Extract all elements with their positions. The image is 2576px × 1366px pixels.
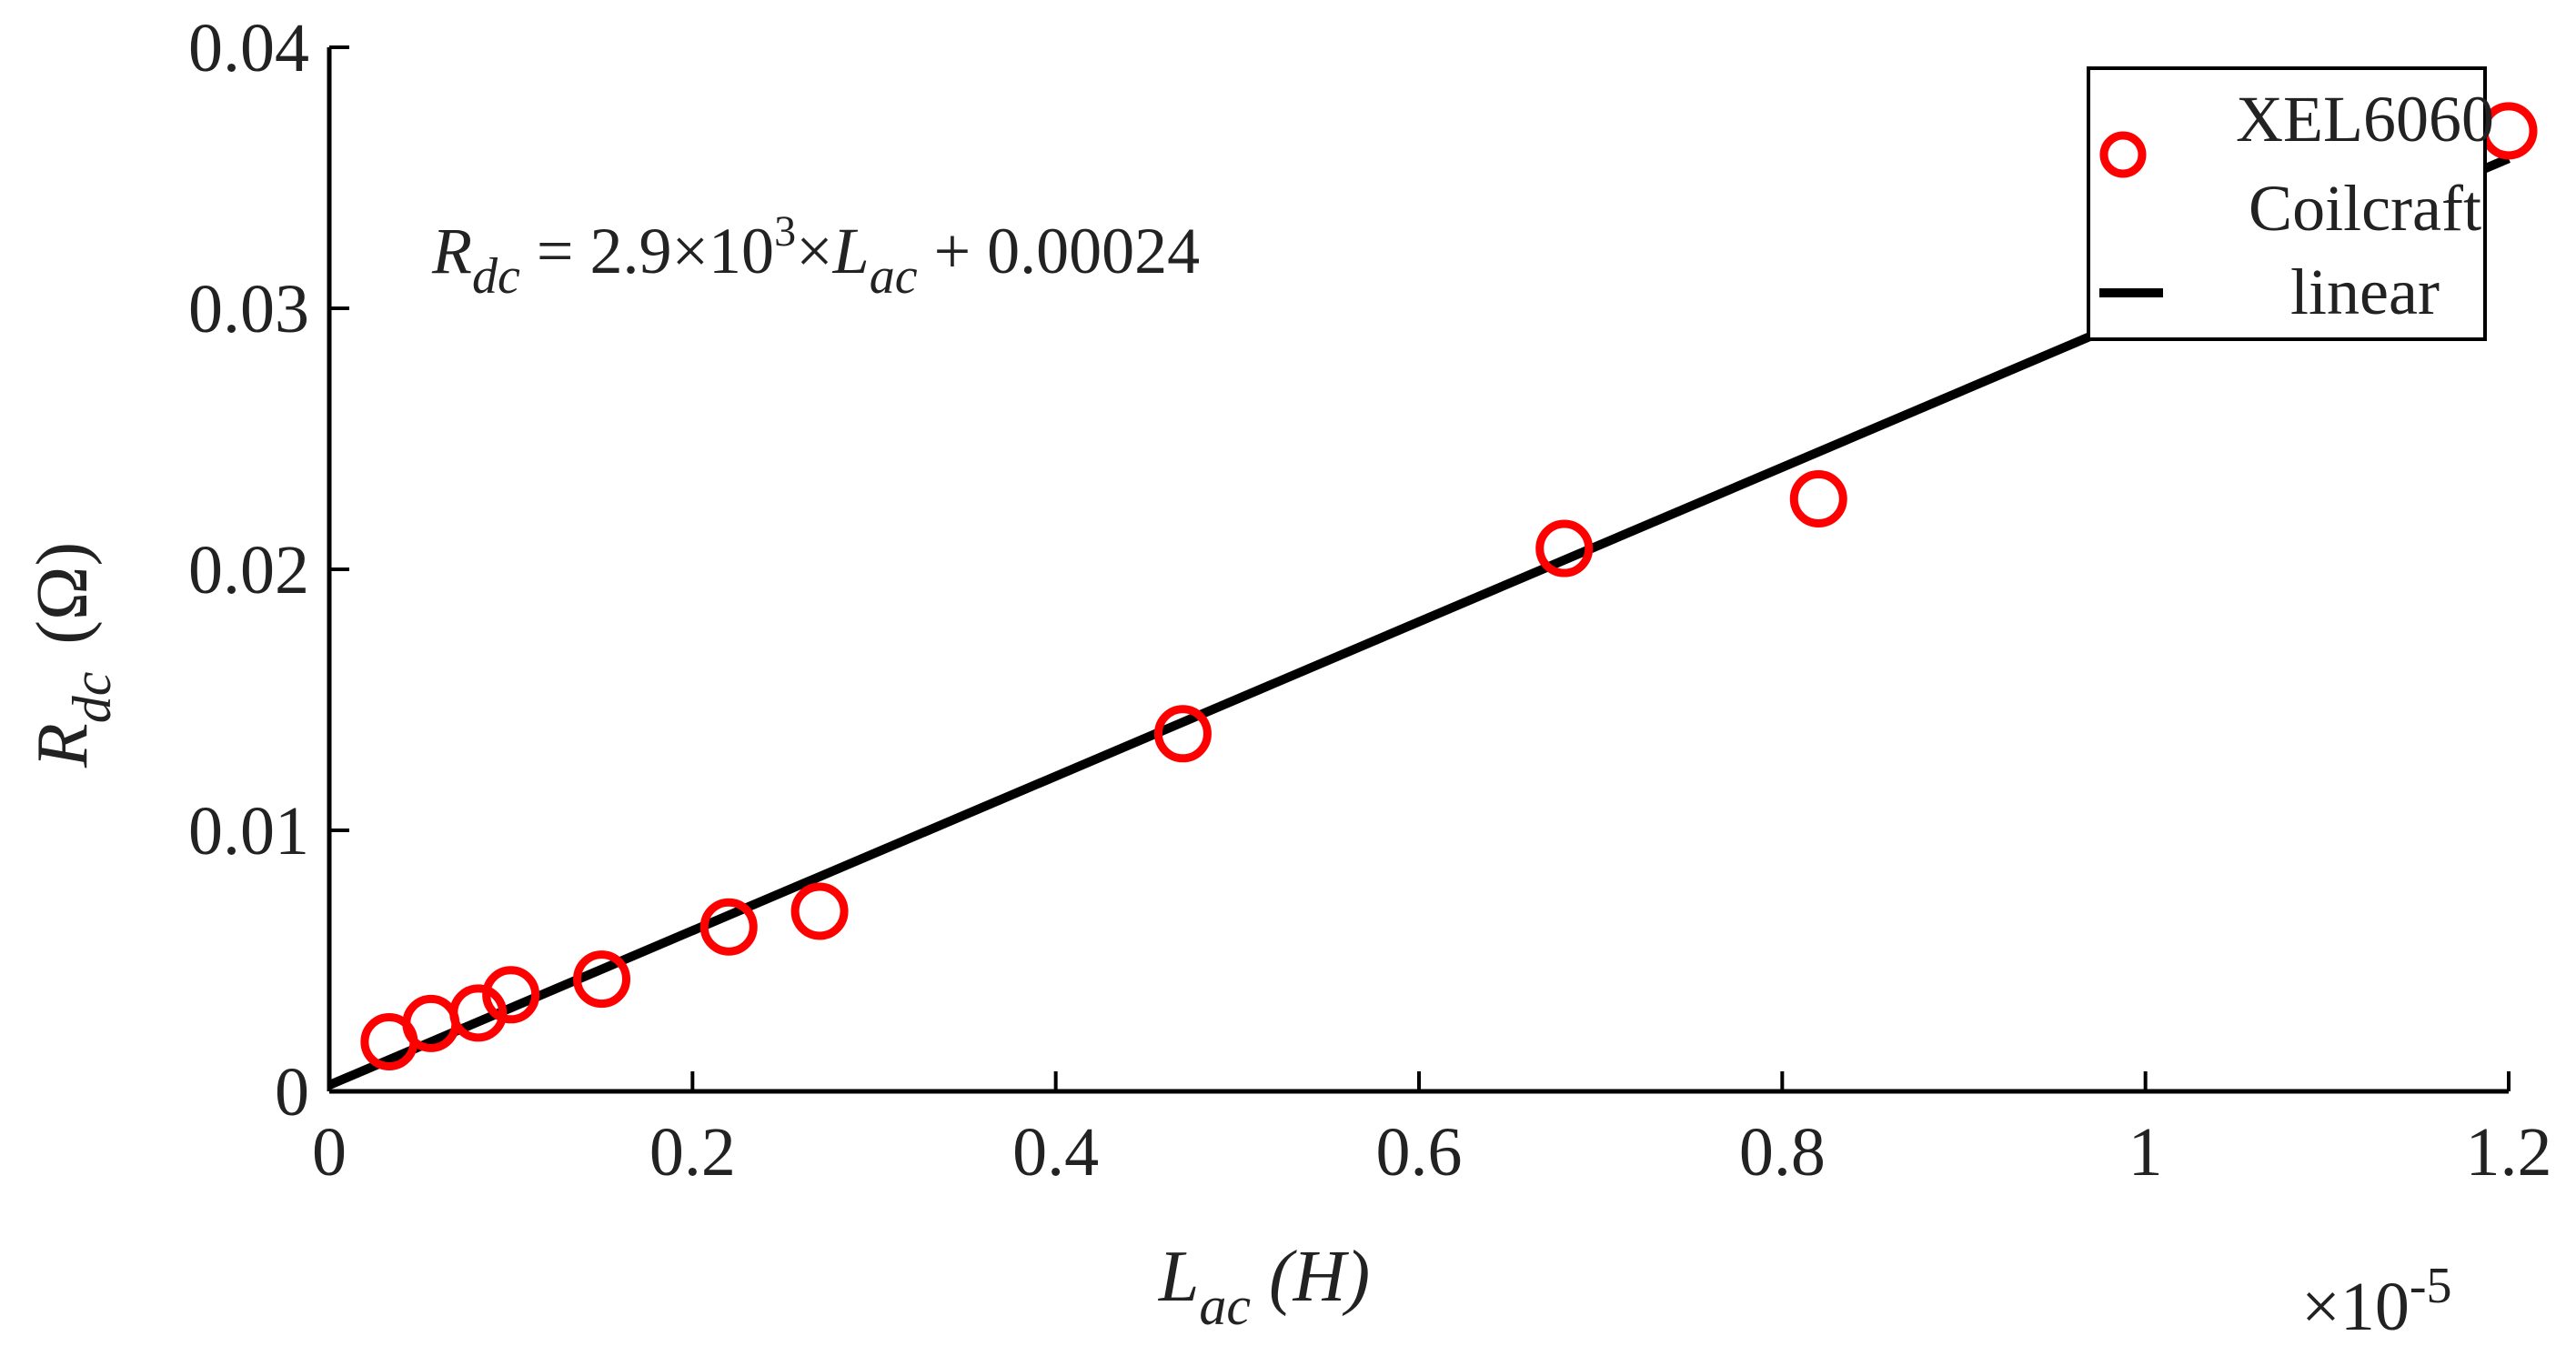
data-point (1153, 705, 1212, 763)
x-axis-exponent: ×10-5 (2301, 1258, 2452, 1345)
x-tick-label: 0.2 (649, 1114, 736, 1190)
data-point (573, 950, 630, 1009)
y-tick-label: 0.02 (188, 532, 309, 608)
legend-label-linear: linear (2290, 256, 2440, 328)
axes (327, 45, 2511, 1094)
data-point (790, 882, 849, 940)
data-point (1789, 470, 1847, 528)
y-tick-label: 0 (275, 1054, 309, 1130)
tick-labels: 0 0.2 0.4 0.6 0.8 1 1.2 0 0.01 0.02 0.03 0.04 (188, 10, 2552, 1190)
y-tick-label: 0.01 (188, 793, 309, 869)
equation-annotation: Rdc = 2.9×103×Lac + 0.00024 (431, 207, 1200, 305)
legend-label-line-1: XEL6060 (2236, 83, 2494, 156)
y-axis-label-group: Rdc(Ω) (23, 542, 122, 768)
x-tick-label: 1 (2128, 1114, 2163, 1190)
legend[interactable]: XEL6060 Coilcraft linear (2087, 66, 2494, 341)
x-tick-label: 0 (312, 1114, 347, 1190)
data-point (1535, 519, 1594, 578)
data-point (449, 984, 508, 1042)
x-tick-label: 0.4 (1012, 1114, 1099, 1190)
data-point (482, 966, 540, 1024)
x-tick-label: 0.6 (1376, 1114, 1463, 1190)
x-axis-label: Lac (H) (1158, 1237, 1370, 1336)
y-tick-label: 0.03 (188, 271, 309, 347)
x-tick-label: 1.2 (2466, 1114, 2552, 1190)
y-axis-label: Rdc(Ω) (23, 542, 122, 768)
y-tick-label: 0.04 (188, 10, 309, 86)
x-tick-label: 0.8 (1739, 1114, 1826, 1190)
legend-marker-circle (2099, 131, 2147, 178)
data-point (699, 898, 758, 956)
legend-label-line-2: Coilcraft (2249, 172, 2481, 245)
